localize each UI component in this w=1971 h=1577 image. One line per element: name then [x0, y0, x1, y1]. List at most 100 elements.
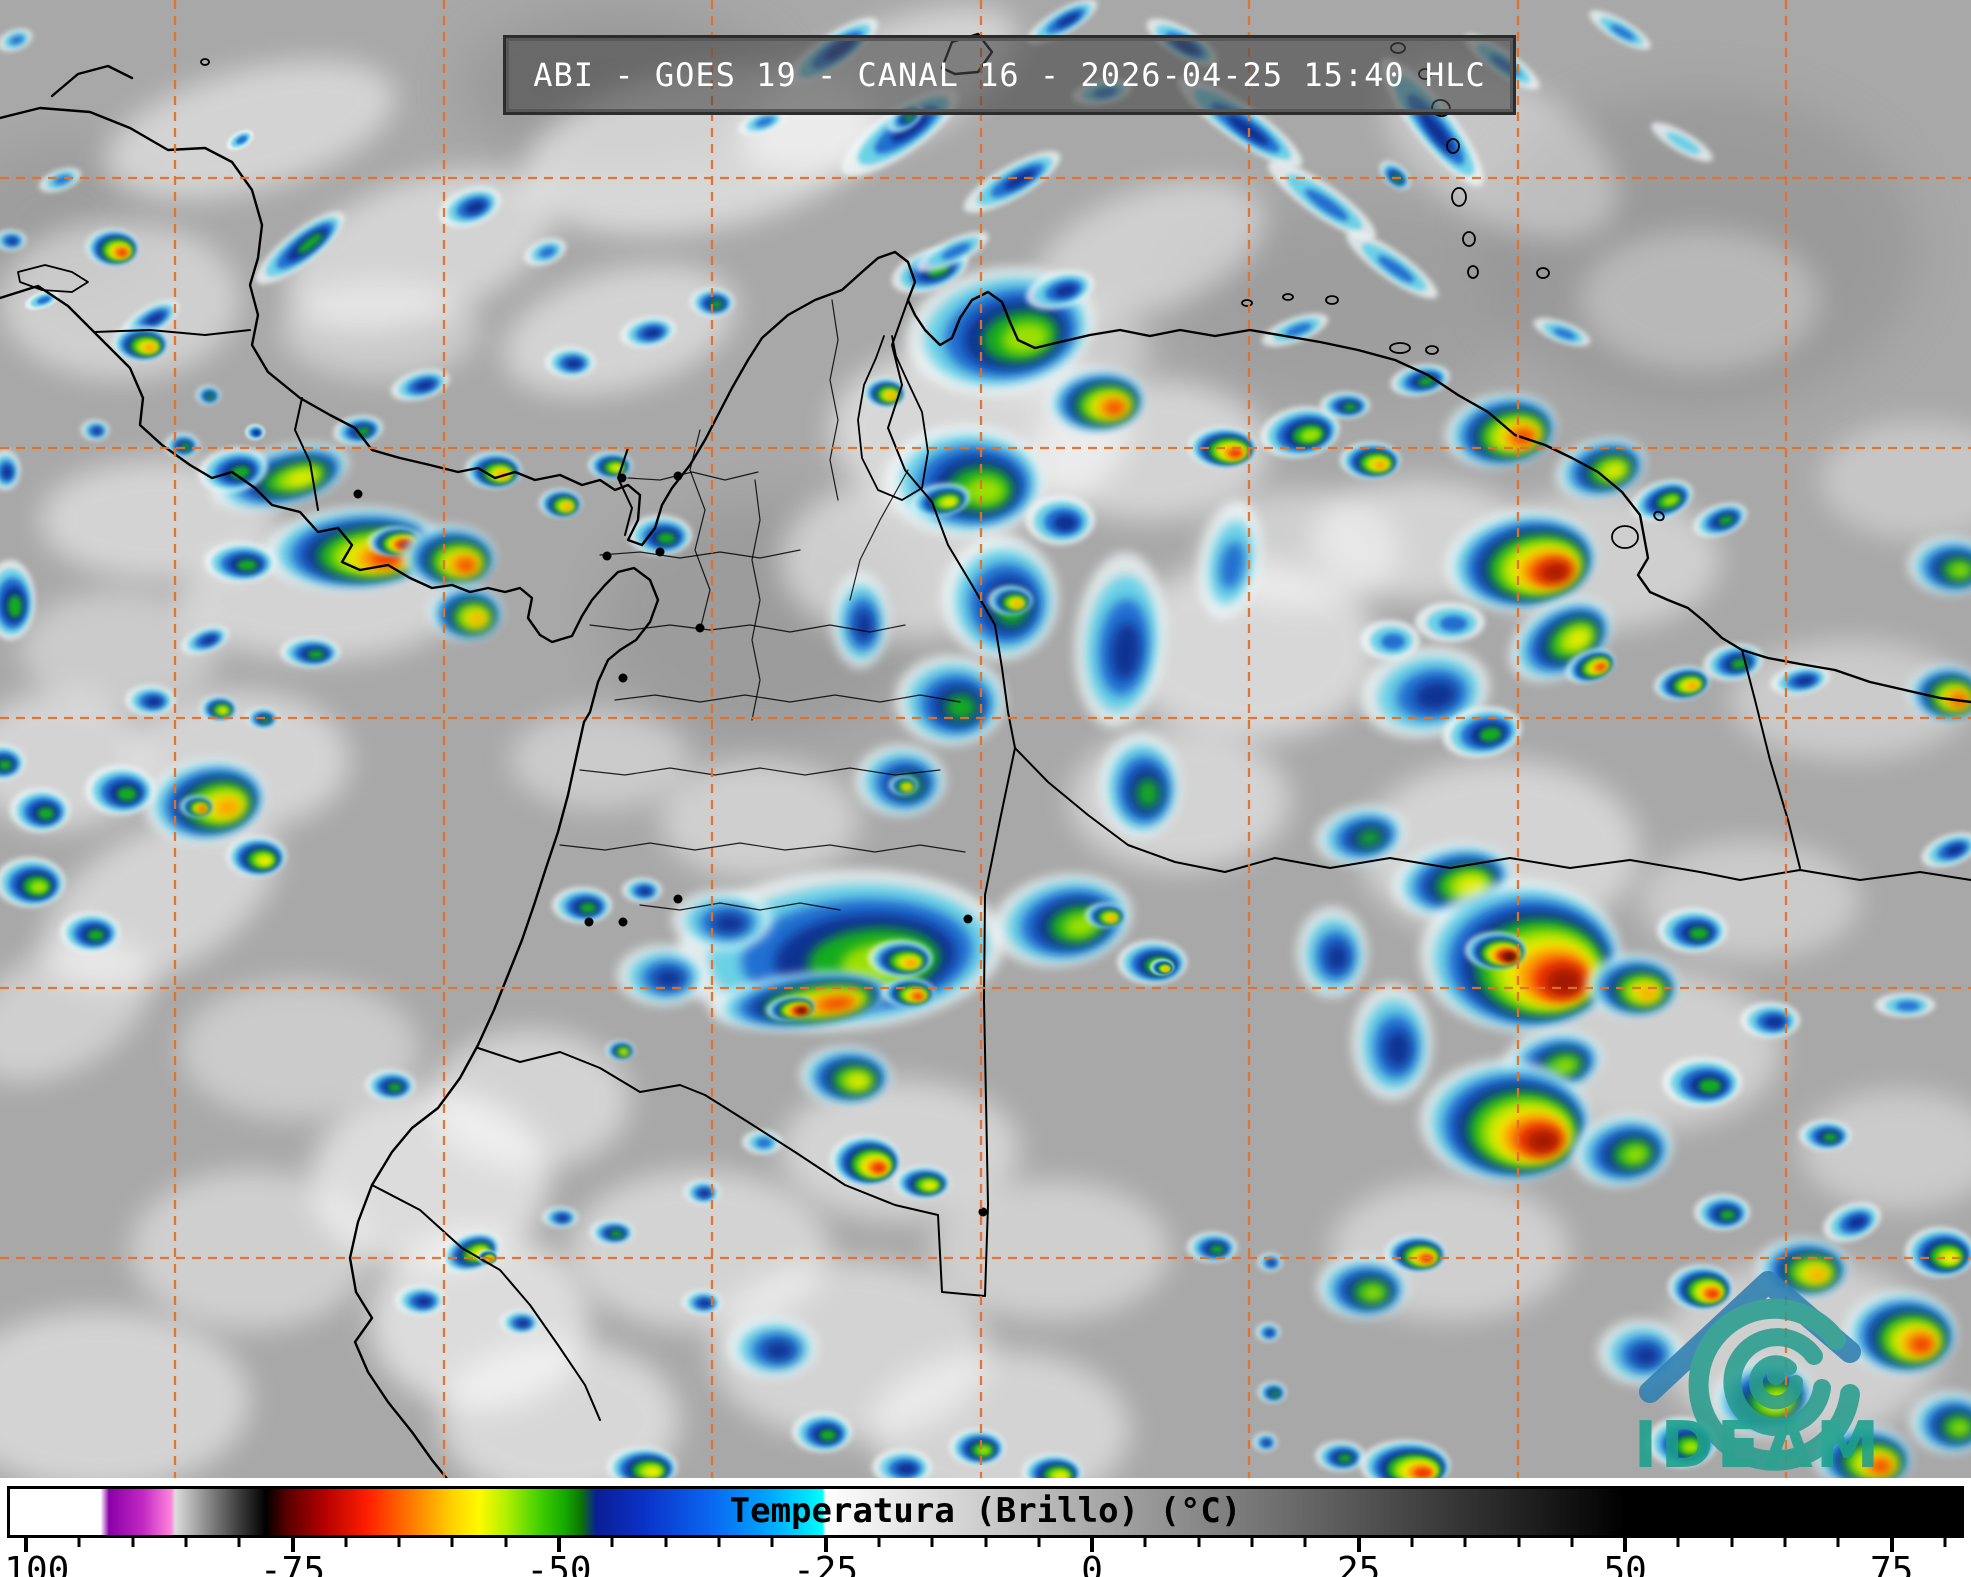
city-dot — [618, 917, 628, 927]
cloud-level — [1414, 1468, 1432, 1478]
cloud-level — [457, 559, 476, 572]
cloud-level — [1439, 615, 1468, 632]
colorbar-tick-label: 0 — [1081, 1550, 1103, 1577]
cloud-level — [253, 430, 260, 436]
cloud-cell — [1267, 160, 1377, 240]
country-border-path — [477, 1047, 706, 1096]
cloud-level — [1553, 328, 1576, 340]
colorbar-minor-tick — [344, 1538, 348, 1547]
warm-cloud-wisp — [130, 1170, 370, 1330]
cloud-level — [1663, 495, 1679, 506]
cloud-level — [904, 785, 911, 790]
cloud-level — [1377, 255, 1415, 283]
cloud-cell — [963, 151, 1061, 213]
cloud-cell — [1909, 666, 1971, 718]
cloud-cell — [280, 637, 340, 667]
cloud-level — [219, 708, 228, 714]
cloud-level — [1706, 1289, 1720, 1299]
cloud-cell — [1256, 1323, 1280, 1341]
ideam-cyclone-icon — [1688, 1298, 1860, 1471]
cloud-level — [1632, 1345, 1660, 1367]
cloud-level — [638, 887, 652, 896]
cloud-level — [621, 1050, 628, 1055]
colorbar-minor-tick — [1463, 1538, 1467, 1547]
colorbar-major-tick — [823, 1538, 828, 1552]
cloud-level — [1105, 401, 1125, 414]
cloud-level — [924, 1182, 937, 1190]
colorbar-minor-tick — [664, 1538, 668, 1547]
cloud-cell — [1085, 903, 1125, 927]
cloud-cell — [402, 526, 494, 586]
cloud-cell — [1631, 479, 1693, 521]
cloud-cell — [727, 1317, 817, 1377]
cloud-level — [819, 1429, 837, 1441]
cloud-level — [1374, 461, 1387, 469]
cloud-level — [1541, 563, 1570, 582]
colorbar-minor-tick — [1943, 1538, 1947, 1547]
country-border-path — [94, 329, 251, 336]
cloud-cell — [1100, 733, 1180, 837]
warm-cloud-wisp — [780, 1080, 1020, 1220]
city-dot — [978, 1207, 988, 1217]
cloud-level — [1004, 169, 1036, 190]
title-text: ABI - GOES 19 - CANAL 16 - 2026-04-25 15… — [533, 56, 1486, 94]
cloud-cell — [0, 28, 33, 52]
colorbar-major-tick — [23, 1538, 28, 1552]
cloud-level — [965, 477, 1005, 505]
colorbar-minor-tick — [717, 1538, 721, 1547]
warm-cloud-layer — [0, 6, 1971, 1480]
cloud-cell — [672, 890, 772, 950]
cloud-cell — [1258, 1382, 1286, 1402]
cloud-cell — [1025, 495, 1095, 545]
cloud-level — [1566, 629, 1591, 649]
cloud-level — [1682, 1440, 1700, 1454]
city-dot — [655, 547, 665, 557]
cloud-level — [37, 296, 51, 304]
cloud-level — [1604, 464, 1625, 478]
warm-cloud-wisp — [430, 1030, 630, 1170]
cloud-cell — [1352, 984, 1432, 1100]
cloud-cell — [86, 229, 138, 265]
cloud-level — [297, 233, 323, 254]
cloud-cell — [1533, 318, 1591, 346]
cloud-cell — [0, 230, 26, 250]
cloud-cell — [180, 796, 212, 816]
cloud-cell — [1799, 1120, 1851, 1150]
graticule-layer — [0, 0, 1971, 1480]
cloud-level — [643, 327, 662, 339]
cloud-level — [1808, 1268, 1828, 1281]
cloud-cell — [1668, 1265, 1732, 1309]
cloud-level — [1847, 1216, 1867, 1229]
cloud-level — [1265, 1330, 1274, 1337]
lake-outline — [857, 335, 929, 501]
cloud-cell — [1390, 364, 1450, 396]
cloud-cell — [545, 347, 595, 377]
coastline-path — [0, 284, 660, 1480]
cloud-level — [818, 998, 855, 1010]
cloud-level — [1945, 844, 1965, 856]
internal-border-path — [639, 902, 841, 911]
cloud-cell — [1647, 1417, 1717, 1467]
internal-border-path — [589, 624, 906, 633]
internal-border-path — [579, 767, 941, 776]
cloud-cell — [1315, 1441, 1365, 1471]
cloud-level — [1623, 1145, 1648, 1164]
cloud-level — [1610, 24, 1635, 41]
cloud-cell — [1260, 406, 1340, 458]
cloud-level — [1911, 1336, 1933, 1353]
cloud-cell — [1187, 1232, 1237, 1262]
island-outline — [1611, 525, 1639, 549]
colorbar-tick-label: -25 — [793, 1550, 859, 1577]
country-border-path — [1014, 747, 1971, 881]
warm-cloud-wisp — [0, 937, 152, 1083]
city-dot — [602, 551, 612, 561]
cloud-level — [1552, 1058, 1578, 1074]
cloud-cell — [1360, 646, 1490, 738]
cloud-level — [565, 358, 582, 369]
cloud-cell — [1823, 1202, 1881, 1242]
colorbar-minor-tick — [1730, 1538, 1734, 1547]
island-outline — [1282, 293, 1294, 301]
cloud-cell — [1379, 161, 1411, 189]
cloud-cell — [620, 316, 676, 348]
colorbar-tick-label: 75 — [1870, 1550, 1914, 1577]
